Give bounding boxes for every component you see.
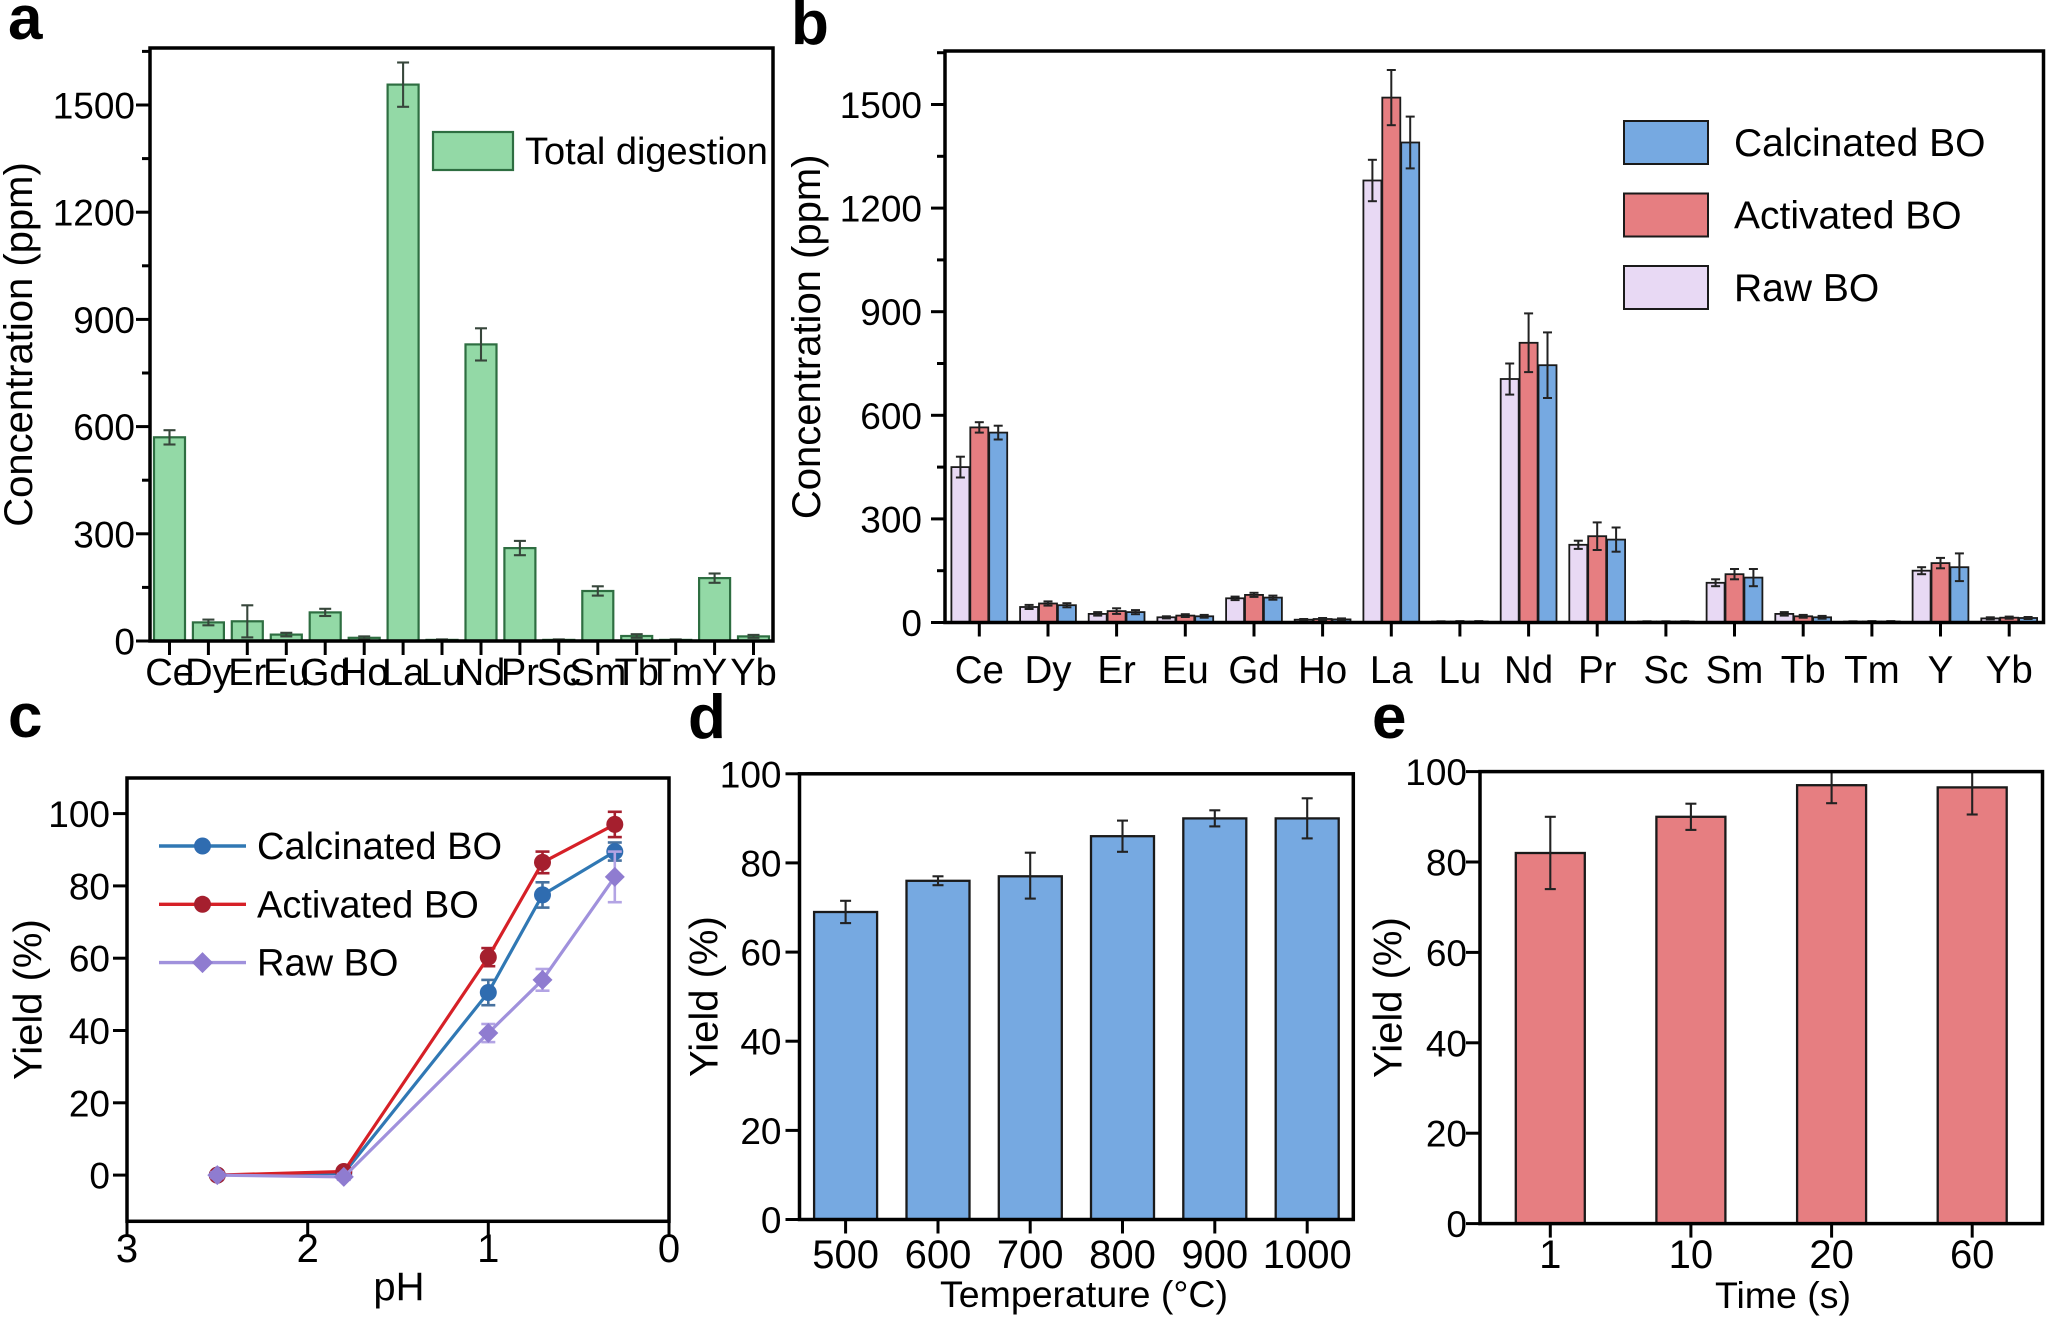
svg-text:Y: Y	[1928, 649, 1954, 692]
svg-text:900: 900	[860, 292, 922, 333]
svg-text:60: 60	[1950, 1233, 1995, 1277]
svg-text:1000: 1000	[1263, 1233, 1352, 1277]
svg-text:60: 60	[1426, 933, 1467, 974]
svg-text:Eu: Eu	[1162, 649, 1209, 692]
svg-text:600: 600	[73, 407, 135, 448]
svg-text:c: c	[8, 682, 42, 751]
svg-text:Er: Er	[228, 652, 266, 694]
svg-text:0: 0	[89, 1156, 110, 1197]
svg-text:0: 0	[114, 622, 135, 663]
svg-text:Ho: Ho	[1298, 649, 1347, 692]
svg-text:Raw BO: Raw BO	[257, 943, 398, 985]
svg-text:Sc: Sc	[1643, 649, 1688, 692]
svg-text:1: 1	[477, 1227, 499, 1271]
svg-text:700: 700	[997, 1233, 1064, 1277]
svg-text:Dy: Dy	[185, 652, 231, 694]
svg-text:0: 0	[658, 1227, 680, 1271]
svg-text:60: 60	[69, 939, 110, 980]
svg-text:La: La	[382, 652, 425, 694]
svg-text:Calcinated BO: Calcinated BO	[257, 826, 502, 868]
svg-text:Dy: Dy	[1024, 649, 1072, 692]
svg-text:10: 10	[1669, 1233, 1714, 1277]
svg-text:Time (s): Time (s)	[1715, 1274, 1851, 1316]
svg-text:Lu: Lu	[1438, 649, 1481, 692]
svg-text:600: 600	[860, 396, 922, 437]
svg-text:Yield (%): Yield (%)	[7, 919, 51, 1080]
svg-text:Activated BO: Activated BO	[1734, 195, 1962, 238]
svg-text:Tm: Tm	[1844, 649, 1900, 692]
svg-text:0: 0	[761, 1200, 782, 1241]
svg-text:Nd: Nd	[1504, 649, 1553, 692]
svg-text:900: 900	[1181, 1233, 1248, 1277]
svg-text:Raw BO: Raw BO	[1734, 267, 1879, 310]
svg-text:Tb: Tb	[615, 652, 659, 694]
svg-text:Temperature (°C): Temperature (°C)	[940, 1273, 1228, 1315]
svg-text:Yield (%): Yield (%)	[683, 916, 727, 1077]
svg-text:100: 100	[1405, 752, 1467, 793]
svg-text:20: 20	[1426, 1114, 1467, 1155]
svg-text:Lu: Lu	[421, 652, 463, 694]
svg-text:600: 600	[905, 1233, 972, 1277]
svg-text:100: 100	[48, 794, 110, 835]
svg-text:20: 20	[740, 1111, 781, 1152]
svg-text:a: a	[8, 0, 43, 53]
svg-text:Gd: Gd	[1228, 649, 1279, 692]
svg-text:Sm: Sm	[1706, 649, 1764, 692]
svg-text:Concentration (ppm): Concentration (ppm)	[0, 162, 41, 527]
svg-text:80: 80	[1426, 843, 1467, 884]
svg-text:Ce: Ce	[145, 652, 194, 694]
svg-text:1200: 1200	[53, 193, 135, 234]
svg-text:Tb: Tb	[1781, 649, 1826, 692]
svg-text:1500: 1500	[53, 86, 135, 127]
svg-text:Yb: Yb	[1986, 649, 2033, 692]
svg-text:40: 40	[69, 1011, 110, 1052]
svg-text:Pr: Pr	[1578, 649, 1617, 692]
svg-text:Total digestion: Total digestion	[525, 131, 768, 173]
svg-text:Activated BO: Activated BO	[257, 884, 479, 926]
svg-text:La: La	[1370, 649, 1413, 692]
svg-text:80: 80	[740, 843, 781, 884]
svg-text:Sc: Sc	[537, 652, 581, 694]
svg-text:Yb: Yb	[730, 652, 776, 694]
svg-text:2: 2	[297, 1227, 319, 1271]
svg-text:b: b	[791, 0, 829, 58]
svg-text:300: 300	[860, 499, 922, 540]
svg-text:Nd: Nd	[457, 652, 506, 694]
svg-text:3: 3	[116, 1227, 138, 1271]
svg-text:0: 0	[901, 603, 922, 644]
svg-text:40: 40	[740, 1022, 781, 1063]
svg-text:Tm: Tm	[648, 652, 703, 694]
svg-text:Pr: Pr	[501, 652, 539, 694]
svg-text:900: 900	[73, 300, 135, 341]
svg-text:800: 800	[1089, 1233, 1156, 1277]
svg-text:20: 20	[1809, 1233, 1854, 1277]
svg-text:e: e	[1372, 683, 1406, 752]
svg-text:Yield (%): Yield (%)	[1367, 917, 1411, 1078]
svg-text:20: 20	[69, 1083, 110, 1124]
svg-text:Ho: Ho	[340, 652, 389, 694]
svg-text:Calcinated BO: Calcinated BO	[1734, 122, 1985, 165]
svg-text:Gd: Gd	[300, 652, 351, 694]
svg-text:60: 60	[740, 933, 781, 974]
svg-text:pH: pH	[373, 1265, 424, 1309]
svg-text:Er: Er	[1097, 649, 1136, 692]
svg-text:300: 300	[73, 514, 135, 555]
svg-text:Y: Y	[702, 652, 727, 694]
svg-text:40: 40	[1426, 1023, 1467, 1064]
svg-text:0: 0	[1446, 1204, 1467, 1245]
svg-text:100: 100	[720, 754, 782, 795]
svg-text:Eu: Eu	[263, 652, 309, 694]
svg-text:Concentration (ppm): Concentration (ppm)	[785, 154, 829, 519]
svg-text:d: d	[688, 683, 726, 752]
svg-text:1: 1	[1539, 1233, 1561, 1277]
svg-text:1500: 1500	[840, 85, 922, 126]
svg-text:1200: 1200	[840, 189, 922, 230]
svg-text:80: 80	[69, 866, 110, 907]
svg-text:Sm: Sm	[569, 652, 626, 694]
svg-text:500: 500	[812, 1233, 879, 1277]
svg-text:Ce: Ce	[955, 649, 1004, 692]
